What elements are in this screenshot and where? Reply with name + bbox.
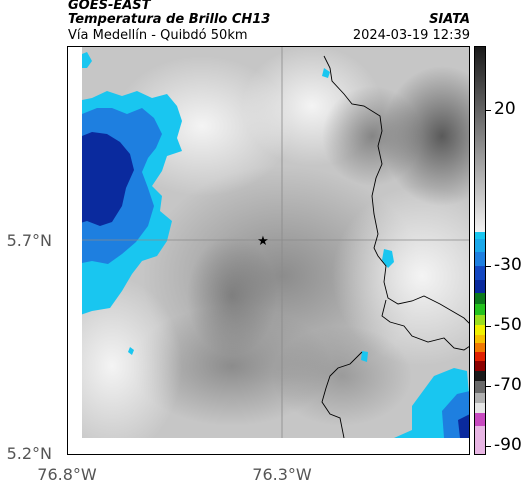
- colorbar-label: -30: [494, 255, 522, 275]
- datetime-label: 2024-03-19 12:39: [352, 28, 470, 43]
- colorbar-label: 20: [494, 99, 516, 119]
- colorbar-tick: [486, 326, 491, 327]
- y-tick-label: 5.7°N: [6, 231, 52, 250]
- brand-label: SIATA: [429, 12, 470, 27]
- cold-cloud-region: [361, 351, 368, 362]
- department-boundary: [321, 351, 363, 438]
- clear-region: [82, 276, 182, 438]
- x-tick-label: 76.8°W: [37, 465, 97, 484]
- dark-region: [322, 86, 422, 186]
- route-subtitle: Vía Medellín - Quibdó 50km: [68, 28, 248, 43]
- satellite-title: GOES-EAST: [68, 0, 151, 13]
- cold-cloud-region: [82, 52, 92, 68]
- colorbar-label: -50: [494, 315, 522, 335]
- cold-cloud-region: [382, 249, 394, 268]
- colorbar-label: -90: [494, 435, 522, 455]
- product-title: Temperatura de Brillo CH13: [68, 12, 271, 27]
- x-tick-label: 76.3°W: [252, 465, 312, 484]
- colorbar: [474, 46, 486, 455]
- colorbar-tick: [486, 446, 491, 447]
- department-boundary: [381, 299, 470, 351]
- y-tick-label: 5.2°N: [6, 444, 52, 463]
- colorbar-tick: [486, 266, 491, 267]
- cold-cloud-core: [458, 414, 470, 438]
- star-icon[interactable]: ★: [257, 234, 269, 249]
- colorbar-gradient: [475, 47, 485, 454]
- satellite-map[interactable]: ★: [82, 46, 470, 438]
- cold-cloud-region: [128, 347, 134, 355]
- colorbar-tick: [486, 386, 491, 387]
- colorbar-label: -70: [494, 375, 522, 395]
- cold-cloud-core: [82, 132, 134, 226]
- department-boundary: [323, 55, 470, 325]
- colorbar-tick: [486, 110, 491, 111]
- dark-region: [187, 236, 277, 356]
- map-canvas: ★: [82, 46, 470, 438]
- clear-region: [332, 186, 470, 366]
- cold-cloud-region: [394, 430, 422, 438]
- dark-region: [272, 326, 412, 426]
- cold-cloud-region: [322, 68, 330, 78]
